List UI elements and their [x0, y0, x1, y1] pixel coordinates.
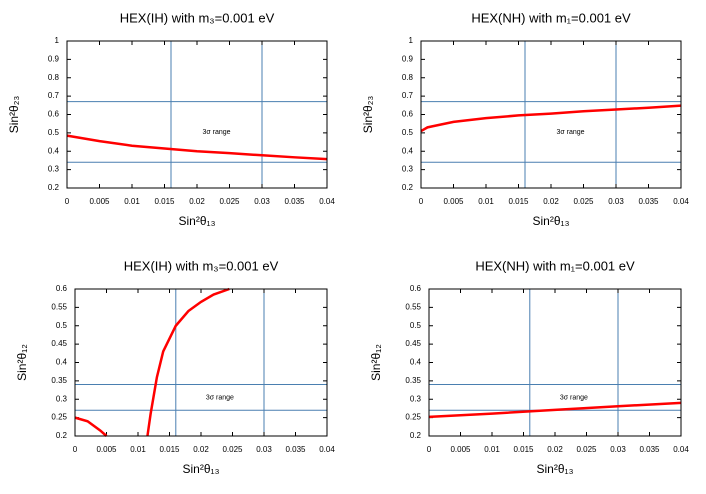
chart-title: HEX(NH) with m₁=0.001 eV [471, 10, 631, 25]
x-tick-label: 0.03 [256, 445, 272, 454]
y-tick-label: 0.5 [48, 128, 60, 137]
y-tick-label: 0.35 [51, 376, 67, 385]
x-tick-label: 0.02 [543, 197, 559, 206]
y-tick-label: 0.6 [410, 284, 422, 293]
x-tick-label: 0 [427, 445, 432, 454]
y-tick-label: 0.45 [405, 339, 421, 348]
y-tick-label: 0.7 [48, 91, 60, 100]
y-tick-label: 0.2 [56, 431, 68, 440]
x-tick-label: 0.01 [484, 445, 500, 454]
chart-title: HEX(IH) with m₃=0.001 eV [124, 258, 279, 273]
x-tick-label: 0 [73, 445, 78, 454]
x-tick-label: 0 [419, 197, 424, 206]
y-tick-label: 1 [409, 36, 414, 45]
y-tick-label: 0.5 [56, 321, 68, 330]
curve [428, 401, 682, 419]
x-tick-label: 0.035 [284, 197, 305, 206]
annotation: 3σ range [556, 129, 584, 136]
y-tick-label: 0.2 [410, 431, 422, 440]
x-tick-label: 0.015 [513, 445, 534, 454]
y-tick-label: 0.8 [48, 73, 60, 82]
annotation: 3σ range [202, 129, 230, 136]
y-axis-label: Sin²θ₂₃ [7, 96, 21, 134]
chart-title: HEX(NH) with m₁=0.001 eV [475, 258, 635, 273]
y-tick-label: 0.45 [51, 339, 67, 348]
x-axis-label: Sin²θ₁₃ [533, 214, 570, 228]
y-tick-label: 0.4 [56, 358, 68, 367]
y-axis-label: Sin²θ₁₂ [15, 344, 29, 381]
x-tick-label: 0.01 [124, 197, 140, 206]
y-tick-label: 0.4 [410, 358, 422, 367]
y-tick-label: 0.7 [402, 91, 414, 100]
x-tick-label: 0.03 [610, 445, 626, 454]
x-tick-label: 0.035 [638, 197, 659, 206]
curve [74, 287, 230, 437]
y-tick-label: 0.3 [410, 394, 422, 403]
x-tick-label: 0.02 [193, 445, 209, 454]
plot-frame [66, 40, 328, 189]
y-tick-label: 0.25 [51, 413, 67, 422]
x-tick-label: 0.035 [285, 445, 306, 454]
x-tick-label: 0.01 [478, 197, 494, 206]
plot-frame [74, 288, 328, 437]
y-tick-label: 0.55 [405, 302, 421, 311]
y-tick-label: 0.4 [48, 146, 60, 155]
y-tick-label: 0.6 [402, 110, 414, 119]
x-tick-label: 0.005 [96, 445, 117, 454]
x-tick-label: 0.03 [608, 197, 624, 206]
y-tick-label: 0.9 [48, 54, 60, 63]
x-tick-label: 0.03 [254, 197, 270, 206]
y-tick-label: 0.5 [410, 321, 422, 330]
x-tick-label: 0.02 [189, 197, 205, 206]
y-axis-label: Sin²θ₁₂ [369, 344, 383, 381]
y-tick-label: 1 [55, 36, 60, 45]
x-tick-label: 0.04 [673, 197, 689, 206]
y-tick-label: 0.35 [405, 376, 421, 385]
plot-frame [420, 40, 682, 189]
x-axis-label: Sin²θ₁₃ [537, 462, 574, 476]
x-tick-label: 0.015 [508, 197, 529, 206]
curve [66, 134, 328, 161]
x-tick-label: 0 [65, 197, 70, 206]
y-tick-label: 0.3 [56, 394, 68, 403]
x-tick-label: 0.015 [159, 445, 180, 454]
x-tick-label: 0.025 [573, 197, 594, 206]
x-tick-label: 0.04 [673, 445, 689, 454]
y-axis-label: Sin²θ₂₃ [361, 96, 375, 134]
y-tick-label: 0.9 [402, 54, 414, 63]
x-tick-label: 0.04 [319, 445, 335, 454]
y-tick-label: 0.5 [402, 128, 414, 137]
y-tick-label: 0.6 [56, 284, 68, 293]
y-tick-label: 0.3 [402, 165, 414, 174]
x-axis-label: Sin²θ₁₃ [179, 214, 216, 228]
x-tick-label: 0.015 [154, 197, 175, 206]
y-tick-label: 0.25 [405, 413, 421, 422]
x-tick-label: 0.005 [450, 445, 471, 454]
x-tick-label: 0.005 [89, 197, 110, 206]
y-tick-label: 0.55 [51, 302, 67, 311]
annotation: 3σ range [560, 394, 588, 401]
y-tick-label: 0.2 [402, 183, 414, 192]
y-tick-label: 0.3 [48, 165, 60, 174]
x-tick-label: 0.025 [222, 445, 243, 454]
y-tick-label: 0.8 [402, 73, 414, 82]
x-tick-label: 0.025 [576, 445, 597, 454]
x-tick-label: 0.025 [219, 197, 240, 206]
x-tick-label: 0.005 [443, 197, 464, 206]
x-tick-label: 0.01 [130, 445, 146, 454]
y-tick-label: 0.4 [402, 146, 414, 155]
x-tick-label: 0.02 [547, 445, 563, 454]
y-tick-label: 0.6 [48, 110, 60, 119]
chart-title: HEX(IH) with m₃=0.001 eV [120, 10, 275, 25]
curve [420, 104, 682, 133]
annotation: 3σ range [206, 394, 234, 401]
x-tick-label: 0.035 [639, 445, 660, 454]
x-axis-label: Sin²θ₁₃ [183, 462, 220, 476]
y-tick-label: 0.2 [48, 183, 60, 192]
plot-frame [428, 288, 682, 437]
x-tick-label: 0.04 [319, 197, 335, 206]
